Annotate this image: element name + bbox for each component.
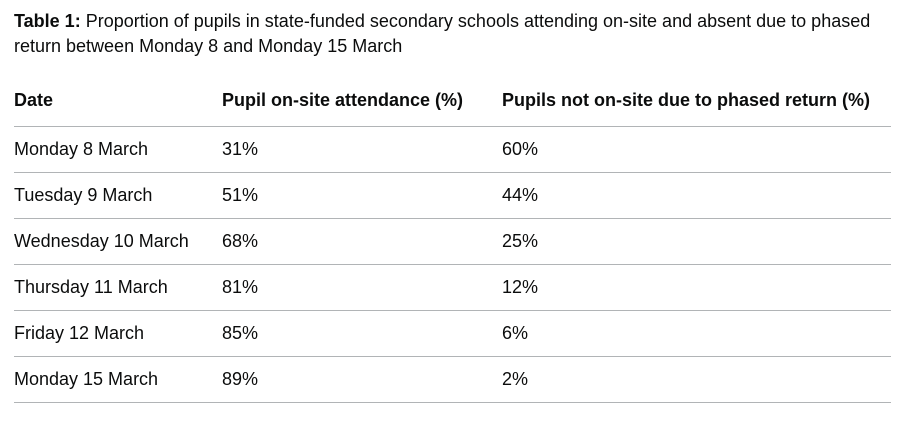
cell-date: Wednesday 10 March [14, 219, 222, 265]
cell-date: Monday 15 March [14, 357, 222, 403]
cell-not-onsite: 12% [502, 265, 891, 311]
table-row: Monday 8 March 31% 60% [14, 127, 891, 173]
caption-text: Proportion of pupils in state-funded sec… [14, 11, 870, 56]
cell-onsite: 31% [222, 127, 502, 173]
table-row: Friday 12 March 85% 6% [14, 311, 891, 357]
cell-not-onsite: 44% [502, 173, 891, 219]
cell-date: Tuesday 9 March [14, 173, 222, 219]
cell-onsite: 51% [222, 173, 502, 219]
table-row: Monday 15 March 89% 2% [14, 357, 891, 403]
cell-not-onsite: 25% [502, 219, 891, 265]
cell-onsite: 89% [222, 357, 502, 403]
cell-not-onsite: 60% [502, 127, 891, 173]
cell-onsite: 81% [222, 265, 502, 311]
table-row: Wednesday 10 March 68% 25% [14, 219, 891, 265]
table-row: Thursday 11 March 81% 12% [14, 265, 891, 311]
cell-onsite: 68% [222, 219, 502, 265]
header-onsite-attendance: Pupil on-site attendance (%) [222, 75, 502, 127]
cell-not-onsite: 6% [502, 311, 891, 357]
cell-date: Friday 12 March [14, 311, 222, 357]
caption-label: Table 1: [14, 11, 81, 31]
cell-date: Monday 8 March [14, 127, 222, 173]
attendance-table: Date Pupil on-site attendance (%) Pupils… [14, 75, 891, 403]
table-row: Tuesday 9 March 51% 44% [14, 173, 891, 219]
table-header-row: Date Pupil on-site attendance (%) Pupils… [14, 75, 891, 127]
cell-not-onsite: 2% [502, 357, 891, 403]
cell-date: Thursday 11 March [14, 265, 222, 311]
table-caption: Table 1: Proportion of pupils in state-f… [14, 9, 894, 59]
header-date: Date [14, 75, 222, 127]
header-not-onsite: Pupils not on-site due to phased return … [502, 75, 891, 127]
cell-onsite: 85% [222, 311, 502, 357]
